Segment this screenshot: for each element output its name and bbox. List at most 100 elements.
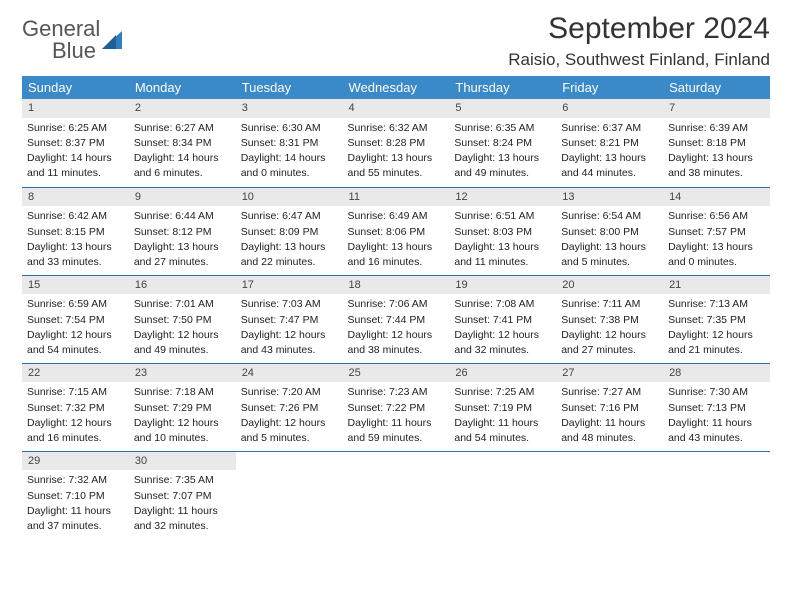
- day-line: and 32 minutes.: [134, 519, 231, 533]
- day-line: and 0 minutes.: [241, 166, 338, 180]
- day-line: Sunset: 8:12 PM: [134, 225, 231, 239]
- day-line: Sunrise: 7:27 AM: [561, 385, 658, 399]
- day-line: Sunset: 7:38 PM: [561, 313, 658, 327]
- day-line: Sunset: 8:18 PM: [668, 136, 765, 150]
- day-line: Daylight: 13 hours: [561, 240, 658, 254]
- day-number: 25: [343, 364, 450, 383]
- header: General Blue September 2024 Raisio, Sout…: [22, 12, 770, 70]
- col-thursday: Thursday: [449, 76, 556, 99]
- day-line: Sunrise: 6:51 AM: [454, 209, 551, 223]
- day-number: 2: [129, 99, 236, 118]
- day-line: Daylight: 12 hours: [134, 416, 231, 430]
- day-line: Sunrise: 7:06 AM: [348, 297, 445, 311]
- day-line: and 54 minutes.: [27, 343, 124, 357]
- day-line: Daylight: 13 hours: [454, 151, 551, 165]
- day-number: 21: [663, 276, 770, 295]
- day-line: Sunrise: 6:37 AM: [561, 121, 658, 135]
- day-line: Sunrise: 6:49 AM: [348, 209, 445, 223]
- day-line: Daylight: 11 hours: [134, 504, 231, 518]
- day-body: Sunrise: 7:23 AMSunset: 7:22 PMDaylight:…: [343, 382, 450, 450]
- day-line: Sunset: 8:06 PM: [348, 225, 445, 239]
- day-line: and 32 minutes.: [454, 343, 551, 357]
- day-line: Daylight: 13 hours: [348, 240, 445, 254]
- day-number: 28: [663, 364, 770, 383]
- day-cell: 3Sunrise: 6:30 AMSunset: 8:31 PMDaylight…: [236, 99, 343, 187]
- day-cell: 4Sunrise: 6:32 AMSunset: 8:28 PMDaylight…: [343, 99, 450, 187]
- day-line: and 16 minutes.: [348, 255, 445, 269]
- day-line: and 5 minutes.: [561, 255, 658, 269]
- day-body: Sunrise: 7:13 AMSunset: 7:35 PMDaylight:…: [663, 294, 770, 362]
- day-line: Sunset: 7:54 PM: [27, 313, 124, 327]
- day-line: and 43 minutes.: [241, 343, 338, 357]
- day-line: Sunrise: 6:30 AM: [241, 121, 338, 135]
- day-line: Daylight: 12 hours: [348, 328, 445, 342]
- day-cell: 10Sunrise: 6:47 AMSunset: 8:09 PMDayligh…: [236, 187, 343, 275]
- day-line: Sunrise: 7:35 AM: [134, 473, 231, 487]
- day-line: and 37 minutes.: [27, 519, 124, 533]
- day-cell: 28Sunrise: 7:30 AMSunset: 7:13 PMDayligh…: [663, 363, 770, 451]
- weekday-header-row: Sunday Monday Tuesday Wednesday Thursday…: [22, 76, 770, 99]
- day-line: Daylight: 13 hours: [27, 240, 124, 254]
- day-line: and 16 minutes.: [27, 431, 124, 445]
- day-line: Daylight: 13 hours: [561, 151, 658, 165]
- day-line: Daylight: 14 hours: [241, 151, 338, 165]
- day-cell: [343, 451, 450, 539]
- day-body: Sunrise: 7:06 AMSunset: 7:44 PMDaylight:…: [343, 294, 450, 362]
- day-line: Sunset: 7:22 PM: [348, 401, 445, 415]
- day-body: Sunrise: 6:37 AMSunset: 8:21 PMDaylight:…: [556, 118, 663, 186]
- day-body: Sunrise: 6:30 AMSunset: 8:31 PMDaylight:…: [236, 118, 343, 186]
- day-line: Daylight: 12 hours: [454, 328, 551, 342]
- day-line: Daylight: 13 hours: [668, 240, 765, 254]
- day-cell: 20Sunrise: 7:11 AMSunset: 7:38 PMDayligh…: [556, 275, 663, 363]
- day-line: Sunset: 7:29 PM: [134, 401, 231, 415]
- day-line: Daylight: 13 hours: [454, 240, 551, 254]
- day-cell: 9Sunrise: 6:44 AMSunset: 8:12 PMDaylight…: [129, 187, 236, 275]
- day-line: Sunrise: 6:47 AM: [241, 209, 338, 223]
- day-body: Sunrise: 7:27 AMSunset: 7:16 PMDaylight:…: [556, 382, 663, 450]
- day-line: and 33 minutes.: [27, 255, 124, 269]
- day-number: 5: [449, 99, 556, 118]
- day-line: Sunset: 8:00 PM: [561, 225, 658, 239]
- day-line: Daylight: 11 hours: [454, 416, 551, 430]
- day-cell: 23Sunrise: 7:18 AMSunset: 7:29 PMDayligh…: [129, 363, 236, 451]
- day-line: Daylight: 12 hours: [561, 328, 658, 342]
- day-number: 17: [236, 276, 343, 295]
- day-body: Sunrise: 6:54 AM Sunset: 8:00 PMDaylight:…: [556, 206, 663, 274]
- day-body: Sunrise: 6:42 AMSunset: 8:15 PMDaylight:…: [22, 206, 129, 274]
- day-number: 15: [22, 276, 129, 295]
- day-body: Sunrise: 6:51 AMSunset: 8:03 PMDaylight:…: [449, 206, 556, 274]
- day-line: Sunrise: 6:56 AM: [668, 209, 765, 223]
- day-cell: [663, 451, 770, 539]
- day-number: 30: [129, 452, 236, 471]
- day-body: Sunrise: 7:08 AMSunset: 7:41 PMDaylight:…: [449, 294, 556, 362]
- day-line: Sunset: 7:26 PM: [241, 401, 338, 415]
- day-line: and 43 minutes.: [668, 431, 765, 445]
- day-cell: 13Sunrise: 6:54 AMSunset: 8:00 PMDayligh…: [556, 187, 663, 275]
- day-line: Sunset: 8:28 PM: [348, 136, 445, 150]
- day-line: and 38 minutes.: [668, 166, 765, 180]
- day-line: Sunset: 7:16 PM: [561, 401, 658, 415]
- day-cell: [556, 451, 663, 539]
- day-line: Sunrise: 7:32 AM: [27, 473, 124, 487]
- brand-general: General: [22, 18, 100, 40]
- day-line: Daylight: 14 hours: [27, 151, 124, 165]
- day-line: Sunrise: 7:13 AM: [668, 297, 765, 311]
- day-line: Daylight: 11 hours: [668, 416, 765, 430]
- day-cell: 11Sunrise: 6:49 AMSunset: 8:06 PMDayligh…: [343, 187, 450, 275]
- day-body: Sunrise: 7:03 AMSunset: 7:47 PMDaylight:…: [236, 294, 343, 362]
- day-line: Sunset: 8:37 PM: [27, 136, 124, 150]
- day-line: Sunrise: 6:27 AM: [134, 121, 231, 135]
- calendar-table: Sunday Monday Tuesday Wednesday Thursday…: [22, 76, 770, 539]
- day-body: Sunrise: 6:25 AMSunset: 8:37 PMDaylight:…: [22, 118, 129, 186]
- day-line: and 0 minutes.: [668, 255, 765, 269]
- day-line: and 49 minutes.: [454, 166, 551, 180]
- day-line: Sunset: 7:19 PM: [454, 401, 551, 415]
- day-body: Sunrise: 6:44 AMSunset: 8:12 PMDaylight:…: [129, 206, 236, 274]
- day-line: Sunrise: 6:54 AM: [561, 209, 658, 223]
- day-line: and 48 minutes.: [561, 431, 658, 445]
- day-body: Sunrise: 7:11 AMSunset: 7:38 PMDaylight:…: [556, 294, 663, 362]
- day-line: Sunset: 8:31 PM: [241, 136, 338, 150]
- day-line: Sunset: 7:10 PM: [27, 489, 124, 503]
- col-tuesday: Tuesday: [236, 76, 343, 99]
- day-line: and 44 minutes.: [561, 166, 658, 180]
